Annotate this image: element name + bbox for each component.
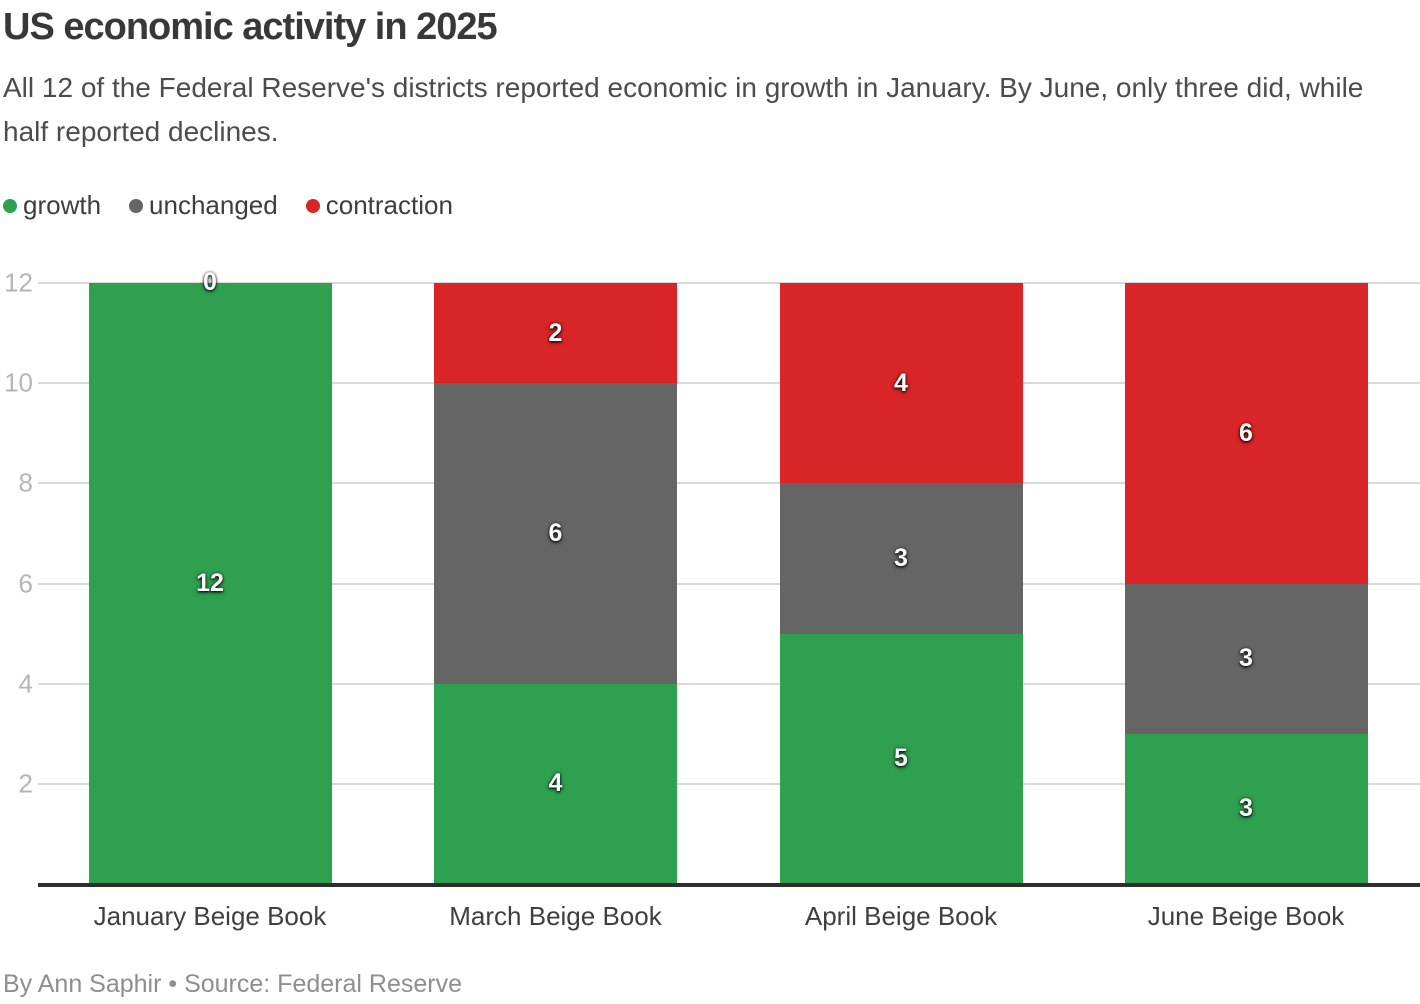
segment-value-label: 6 — [548, 518, 563, 547]
gridline-10 — [38, 382, 1420, 385]
segment-growth: 12 — [88, 283, 332, 884]
segment-unchanged: 6 — [434, 383, 677, 684]
gridline-12 — [38, 282, 1420, 284]
legend-label: unchanged — [149, 190, 278, 220]
chart-title: US economic activity in 2025 — [3, 6, 498, 48]
segment-unchanged: 3 — [1124, 583, 1368, 734]
segment-value-label: 6 — [1239, 418, 1253, 447]
segment-value-label: 3 — [1239, 794, 1253, 823]
contraction-legend-dot-icon — [305, 198, 320, 213]
gridline-2 — [38, 782, 1420, 785]
gridline-6 — [38, 582, 1420, 585]
growth-legend-dot-icon — [3, 198, 17, 213]
chart-legend: growth unchanged contraction — [3, 190, 453, 221]
x-axis-label-april-beige-book: April Beige Book — [804, 901, 998, 931]
bar-march-beige-book: 2 6 4 — [434, 283, 677, 884]
legend-item-contraction: contraction — [305, 190, 453, 221]
gridline-8 — [38, 482, 1420, 485]
segment-contraction: 2 — [434, 283, 677, 384]
segment-value-label: 3 — [894, 543, 908, 572]
legend-label: contraction — [325, 190, 453, 220]
y-tick-label-10: 10 — [4, 367, 33, 398]
bar-april-beige-book: 4 3 5 — [779, 283, 1023, 884]
chart-subtitle: All 12 of the Federal Reserve's district… — [3, 72, 1364, 147]
y-tick-label-12: 12 — [4, 267, 33, 298]
unchanged-legend-dot-icon — [129, 198, 144, 213]
x-axis-label-january-beige-book: January Beige Book — [93, 901, 327, 931]
y-tick-label-8: 8 — [18, 467, 33, 498]
segment-growth: 4 — [434, 683, 677, 884]
segment-growth: 3 — [1124, 733, 1368, 884]
segment-growth: 5 — [779, 633, 1023, 884]
gridline-4 — [38, 682, 1420, 685]
segment-contraction: 6 — [1124, 283, 1368, 584]
segment-unchanged: 3 — [779, 483, 1023, 634]
segment-value-label: 12 — [196, 569, 224, 597]
segment-value-label: 4 — [894, 368, 908, 397]
y-tick-label-6: 6 — [18, 568, 33, 598]
y-tick-label-4: 4 — [18, 668, 33, 699]
segment-value-label: 2 — [548, 318, 563, 347]
bar-january-beige-book: 0 12 — [88, 268, 332, 884]
segment-value-label: 5 — [894, 744, 908, 773]
y-tick-label-2: 2 — [18, 768, 33, 799]
stacked-bar-chart: 2 4 6 8 10 12 0 12 January Beige Book 2 6 4 March Be… — [0, 268, 1420, 943]
segment-value-label: 4 — [548, 769, 563, 798]
segment-contraction: 4 — [779, 283, 1023, 484]
x-axis-label-march-beige-book: March Beige Book — [449, 901, 662, 931]
bar-june-beige-book: 6 3 3 — [1124, 283, 1368, 884]
segment-zero-label: 0 — [203, 267, 217, 296]
segment-value-label: 3 — [1239, 644, 1253, 673]
chart-byline: By Ann Saphir • Source: Federal Reserve — [3, 970, 462, 998]
legend-item-unchanged: unchanged — [129, 190, 278, 221]
plot-area: 2 4 6 8 10 12 0 12 January Beige Book 2 6 4 March Be… — [0, 268, 1420, 943]
legend-item-growth: growth — [3, 190, 101, 221]
legend-label: growth — [23, 190, 102, 220]
x-axis-label-june-beige-book: June Beige Book — [1147, 901, 1345, 931]
x-axis-line — [38, 883, 1420, 887]
